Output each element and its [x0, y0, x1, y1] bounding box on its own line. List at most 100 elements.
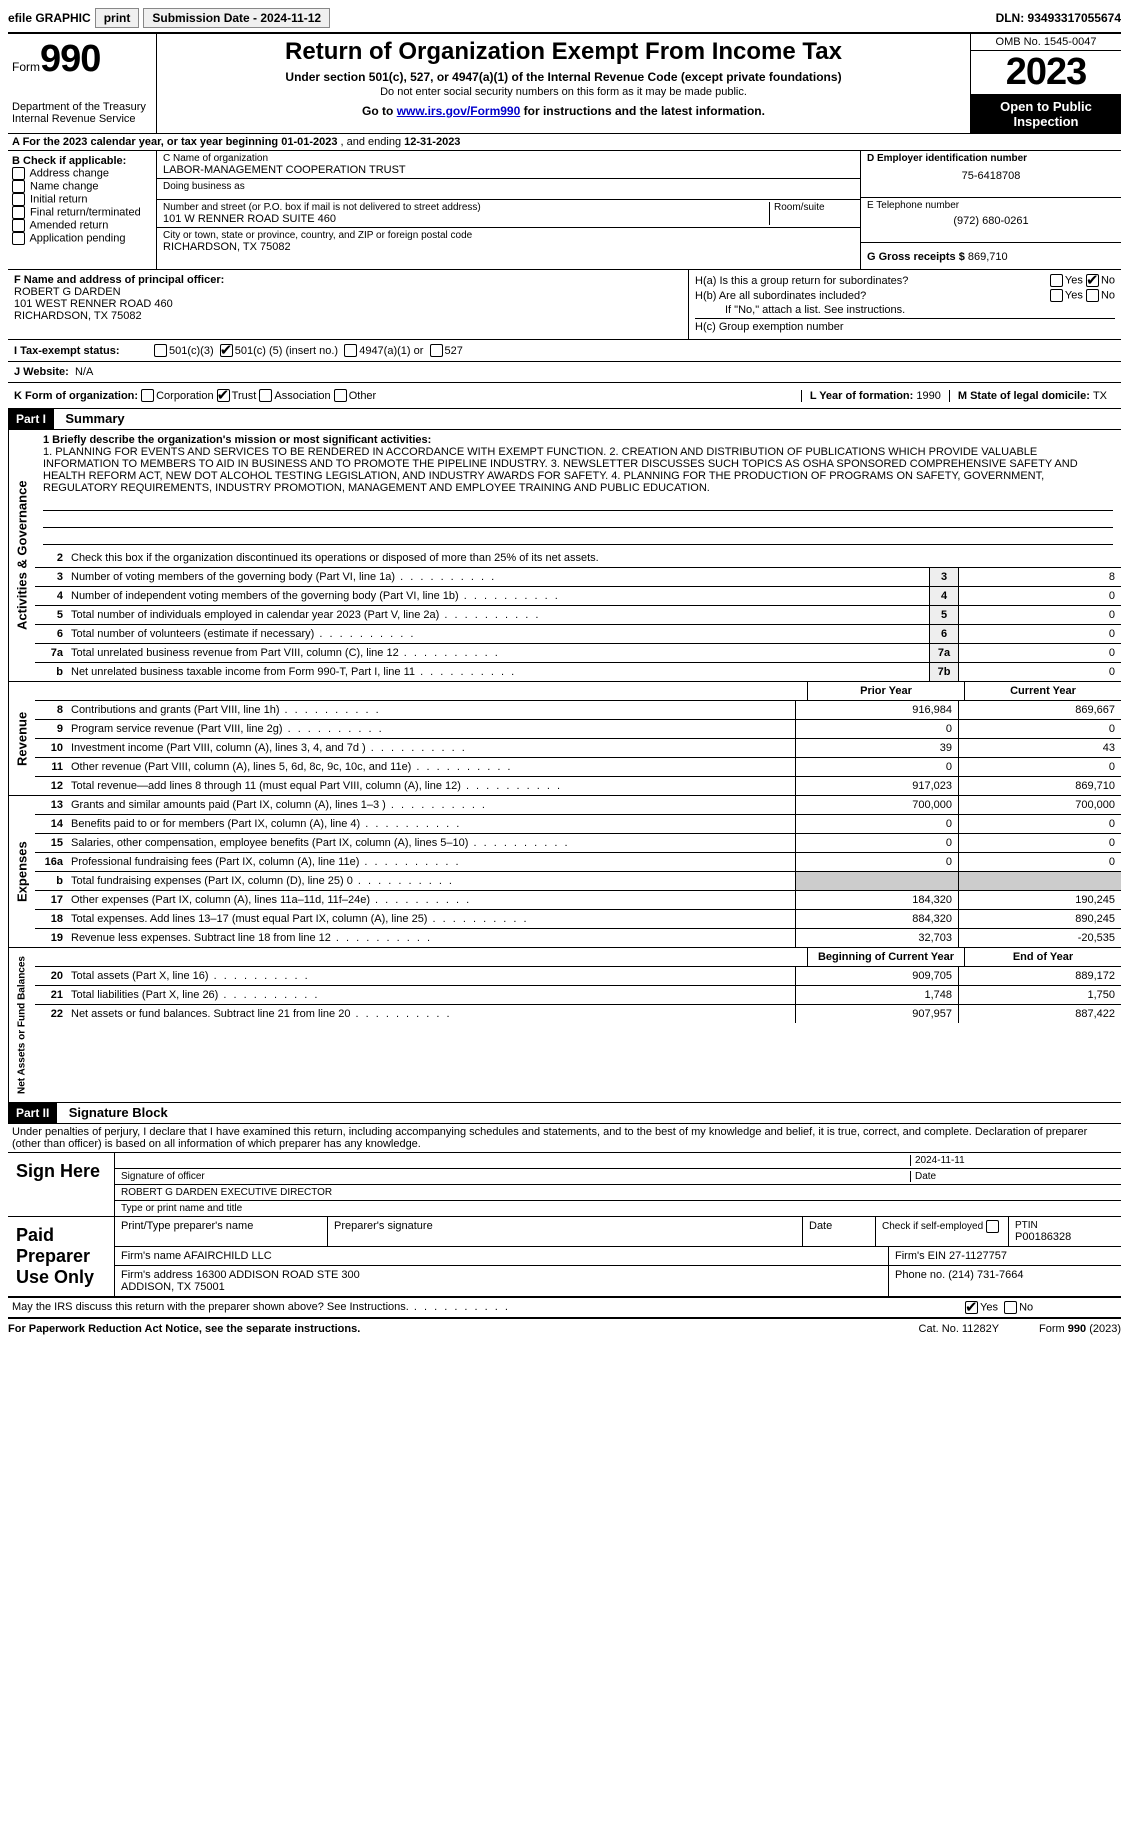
colb-checkbox[interactable] — [12, 206, 25, 219]
dln-label: DLN: 93493317055674 — [996, 11, 1121, 25]
summary-line: bNet unrelated business taxable income f… — [35, 663, 1121, 681]
ha-no-checkbox[interactable] — [1086, 274, 1099, 287]
colb-item: Application pending — [12, 232, 152, 245]
corp-checkbox[interactable] — [141, 389, 154, 402]
colb-checkbox[interactable] — [12, 232, 25, 245]
summary-line: 19Revenue less expenses. Subtract line 1… — [35, 929, 1121, 947]
summary-line: 3Number of voting members of the governi… — [35, 568, 1121, 587]
tax-year: 2023 — [971, 51, 1121, 95]
colb-item: Initial return — [12, 193, 152, 206]
ein-label: D Employer identification number — [867, 153, 1115, 164]
summary-line: 6Total number of volunteers (estimate if… — [35, 625, 1121, 644]
hc-label: H(c) Group exemption number — [695, 321, 844, 333]
summary-line: 20Total assets (Part X, line 16)909,7058… — [35, 967, 1121, 986]
print-button[interactable]: print — [95, 8, 140, 28]
summary-line: 7aTotal unrelated business revenue from … — [35, 644, 1121, 663]
instruction-line: Go to www.irs.gov/Form990 for instructio… — [165, 104, 962, 118]
top-bar: efile GRAPHIC print Submission Date - 20… — [8, 8, 1121, 28]
city-value: RICHARDSON, TX 75082 — [163, 241, 854, 253]
line-2-text: Check this box if the organization disco… — [67, 549, 1121, 567]
gross-value: 869,710 — [968, 251, 1008, 263]
col-b: B Check if applicable: Address change Na… — [8, 151, 157, 269]
declaration-text: Under penalties of perjury, I declare th… — [8, 1124, 1121, 1153]
hb-yes-checkbox[interactable] — [1050, 289, 1063, 302]
tax-status-label: I Tax-exempt status: — [14, 345, 154, 357]
col-c: C Name of organization LABOR-MANAGEMENT … — [157, 151, 860, 269]
self-emp-checkbox[interactable] — [986, 1220, 999, 1233]
row-k: K Form of organization: Corporation Trus… — [8, 382, 1121, 409]
row-j: J Website: N/A — [8, 361, 1121, 382]
summary-line: 4Number of independent voting members of… — [35, 587, 1121, 606]
colb-checkbox[interactable] — [12, 193, 25, 206]
col-b-header: B Check if applicable: — [12, 155, 152, 167]
vert-expenses: Expenses — [8, 796, 35, 947]
website-label: J Website: — [14, 366, 69, 378]
527-checkbox[interactable] — [430, 344, 443, 357]
prior-year-header: Prior Year — [807, 682, 964, 700]
summary-line: 14Benefits paid to or for members (Part … — [35, 815, 1121, 834]
officer-addr2: RICHARDSON, TX 75082 — [14, 310, 682, 322]
form-org-label: K Form of organization: — [14, 390, 138, 402]
ptin-value: P00186328 — [1015, 1231, 1115, 1243]
discuss-no-checkbox[interactable] — [1004, 1301, 1017, 1314]
header-right: OMB No. 1545-0047 2023 Open to Public In… — [970, 34, 1121, 133]
gross-label: G Gross receipts $ — [867, 251, 968, 263]
omb-number: OMB No. 1545-0047 — [971, 34, 1121, 51]
firm-phone: (214) 731-7664 — [948, 1269, 1023, 1281]
ha-yes-checkbox[interactable] — [1050, 274, 1063, 287]
summary-line: 11Other revenue (Part VIII, column (A), … — [35, 758, 1121, 777]
officer-label: F Name and address of principal officer: — [14, 274, 682, 286]
page-footer: For Paperwork Reduction Act Notice, see … — [8, 1317, 1121, 1339]
501c-checkbox[interactable] — [220, 344, 233, 357]
prep-sig-label: Preparer's signature — [328, 1217, 803, 1246]
efile-label: efile GRAPHIC — [8, 11, 91, 25]
colb-item: Name change — [12, 180, 152, 193]
submission-date-button[interactable]: Submission Date - 2024-11-12 — [143, 8, 330, 28]
street-label: Number and street (or P.O. box if mail i… — [163, 202, 769, 213]
firm-name: AFAIRCHILD LLC — [184, 1250, 272, 1262]
part2-title: Signature Block — [61, 1105, 168, 1120]
header-center: Return of Organization Exempt From Incom… — [157, 34, 970, 133]
discuss-text: May the IRS discuss this return with the… — [8, 1298, 959, 1317]
colb-item: Final return/terminated — [12, 206, 152, 219]
form-number: 990 — [40, 38, 100, 80]
assoc-checkbox[interactable] — [259, 389, 272, 402]
state-domicile: TX — [1093, 390, 1107, 402]
paid-preparer-label: Paid Preparer Use Only — [8, 1217, 115, 1296]
name-label: C Name of organization — [163, 153, 854, 164]
begin-year-header: Beginning of Current Year — [807, 948, 964, 966]
end-year-header: End of Year — [964, 948, 1121, 966]
4947-checkbox[interactable] — [344, 344, 357, 357]
part2-header: Part II — [8, 1103, 57, 1123]
sig-date: 2024-11-11 — [910, 1155, 1115, 1166]
officer-name-label: Type or print name and title — [121, 1203, 242, 1214]
summary-line: 16aProfessional fundraising fees (Part I… — [35, 853, 1121, 872]
paperwork-notice: For Paperwork Reduction Act Notice, see … — [8, 1323, 360, 1335]
irs-link[interactable]: www.irs.gov/Form990 — [397, 104, 521, 118]
other-checkbox[interactable] — [334, 389, 347, 402]
summary-line: 15Salaries, other compensation, employee… — [35, 834, 1121, 853]
officer-name: ROBERT G DARDEN — [14, 286, 682, 298]
prep-name-label: Print/Type preparer's name — [115, 1217, 328, 1246]
501c3-checkbox[interactable] — [154, 344, 167, 357]
summary-line: 5Total number of individuals employed in… — [35, 606, 1121, 625]
colb-item: Address change — [12, 167, 152, 180]
header-left: Form990 Department of the Treasury Inter… — [8, 34, 157, 133]
officer-addr1: 101 WEST RENNER ROAD 460 — [14, 298, 682, 310]
vert-activities: Activities & Governance — [8, 430, 35, 681]
prep-date-label: Date — [803, 1217, 876, 1246]
line-1: 1 Briefly describe the organization's mi… — [35, 430, 1121, 549]
phone-label: E Telephone number — [867, 200, 1115, 211]
subtitle-2: Do not enter social security numbers on … — [165, 86, 962, 98]
hb-no-checkbox[interactable] — [1086, 289, 1099, 302]
trust-checkbox[interactable] — [217, 389, 230, 402]
discuss-yes-checkbox[interactable] — [965, 1301, 978, 1314]
summary-line: 18Total expenses. Add lines 13–17 (must … — [35, 910, 1121, 929]
website-value: N/A — [75, 366, 93, 378]
colb-checkbox[interactable] — [12, 180, 25, 193]
firm-ein: 27-1127757 — [949, 1250, 1007, 1262]
part1-header: Part I — [8, 409, 54, 429]
colb-checkbox[interactable] — [12, 219, 25, 232]
col-de: D Employer identification number 75-6418… — [860, 151, 1121, 269]
colb-checkbox[interactable] — [12, 167, 25, 180]
